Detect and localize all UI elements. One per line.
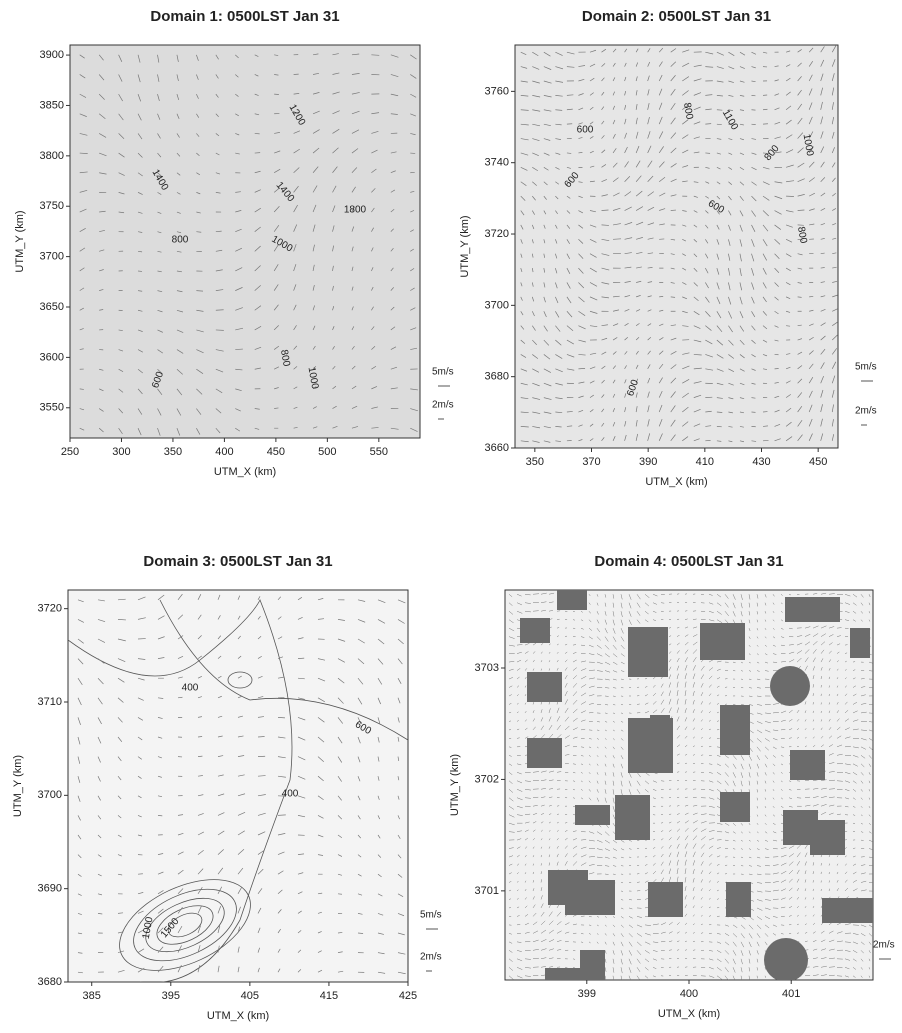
chart-title: Domain 4: 0500LST Jan 31 [594, 553, 783, 570]
contour-label: 1800 [344, 205, 367, 216]
y-tick-label: 3700 [38, 789, 62, 801]
x-tick-label: 250 [61, 446, 79, 458]
y-tick-label: 3760 [485, 85, 509, 97]
building [527, 672, 562, 702]
contour-label: 400 [282, 789, 299, 800]
y-tick-label: 3650 [40, 301, 64, 313]
contour-label: 800 [172, 235, 189, 246]
x-tick-label: 300 [112, 446, 130, 458]
y-tick-label: 3700 [485, 299, 509, 311]
y-tick-label: 3660 [485, 442, 509, 454]
y-tick-label: 3900 [40, 49, 64, 61]
chart-title: Domain 2: 0500LST Jan 31 [582, 8, 771, 25]
y-tick-label: 3680 [38, 976, 62, 988]
x-tick-label: 390 [639, 456, 657, 468]
x-tick-label: 399 [578, 988, 596, 1000]
y-tick-label: 3720 [485, 228, 509, 240]
building [770, 666, 810, 706]
y-axis-label: UTM_Y (km) [14, 210, 26, 272]
x-tick-label: 401 [782, 988, 800, 1000]
plot-area [70, 45, 420, 438]
y-tick-label: 3800 [40, 150, 64, 162]
y-tick-label: 3710 [38, 696, 62, 708]
y-tick-label: 3701 [475, 885, 499, 897]
x-tick-label: 370 [582, 456, 600, 468]
contour-label: 400 [182, 683, 199, 694]
legend-label: 5m/s [432, 367, 454, 378]
contour-label: 600 [577, 125, 594, 136]
x-tick-label: 410 [696, 456, 714, 468]
y-axis-label: UTM_Y (km) [12, 755, 24, 817]
building [650, 715, 670, 730]
x-axis-label: UTM_X (km) [214, 466, 276, 478]
plot-area [515, 45, 838, 448]
x-axis-label: UTM_X (km) [207, 1010, 269, 1022]
y-tick-label: 3750 [40, 200, 64, 212]
y-tick-label: 3600 [40, 351, 64, 363]
chart-title: Domain 1: 0500LST Jan 31 [150, 8, 339, 25]
x-tick-label: 500 [318, 446, 336, 458]
x-tick-label: 430 [752, 456, 770, 468]
x-tick-label: 450 [809, 456, 827, 468]
y-tick-label: 3700 [40, 251, 64, 263]
legend-label: 2m/s [432, 400, 454, 411]
legend-label: 2m/s [420, 952, 442, 963]
building [580, 950, 605, 970]
building [726, 882, 751, 917]
x-tick-label: 350 [526, 456, 544, 468]
y-tick-label: 3680 [485, 371, 509, 383]
building [720, 705, 750, 755]
x-tick-label: 400 [215, 446, 233, 458]
y-tick-label: 3740 [485, 157, 509, 169]
y-tick-label: 3690 [38, 883, 62, 895]
building [810, 820, 845, 855]
chart-title: Domain 3: 0500LST Jan 31 [143, 553, 332, 570]
building [790, 750, 825, 780]
x-tick-label: 385 [83, 990, 101, 1002]
x-tick-label: 550 [370, 446, 388, 458]
x-axis-label: UTM_X (km) [658, 1008, 720, 1020]
building [575, 805, 610, 825]
y-tick-label: 3550 [40, 402, 64, 414]
y-tick-label: 3703 [475, 662, 499, 674]
building [545, 968, 605, 986]
x-axis-label: UTM_X (km) [645, 476, 707, 488]
building [764, 938, 808, 982]
building [557, 585, 587, 610]
y-axis-label: UTM_Y (km) [459, 215, 471, 277]
legend-label: 2m/s [873, 940, 895, 951]
building [850, 628, 870, 658]
y-tick-label: 3702 [475, 773, 499, 785]
building [520, 618, 550, 643]
x-tick-label: 425 [399, 990, 417, 1002]
x-tick-label: 400 [680, 988, 698, 1000]
x-tick-label: 450 [267, 446, 285, 458]
y-tick-label: 3720 [38, 603, 62, 615]
y-tick-label: 3850 [40, 99, 64, 111]
x-tick-label: 415 [320, 990, 338, 1002]
x-tick-label: 350 [164, 446, 182, 458]
building [628, 627, 668, 677]
x-tick-label: 395 [162, 990, 180, 1002]
building [720, 792, 750, 822]
x-tick-label: 405 [241, 990, 259, 1002]
y-axis-label: UTM_Y (km) [449, 754, 461, 816]
legend-label: 5m/s [420, 910, 442, 921]
building [785, 597, 840, 622]
building [565, 880, 615, 915]
plot-area [505, 590, 873, 980]
legend-label: 2m/s [855, 406, 877, 417]
building [527, 738, 562, 768]
building [648, 882, 683, 917]
building [822, 898, 877, 923]
building [700, 623, 745, 660]
building [615, 795, 650, 840]
legend-label: 5m/s [855, 362, 877, 373]
